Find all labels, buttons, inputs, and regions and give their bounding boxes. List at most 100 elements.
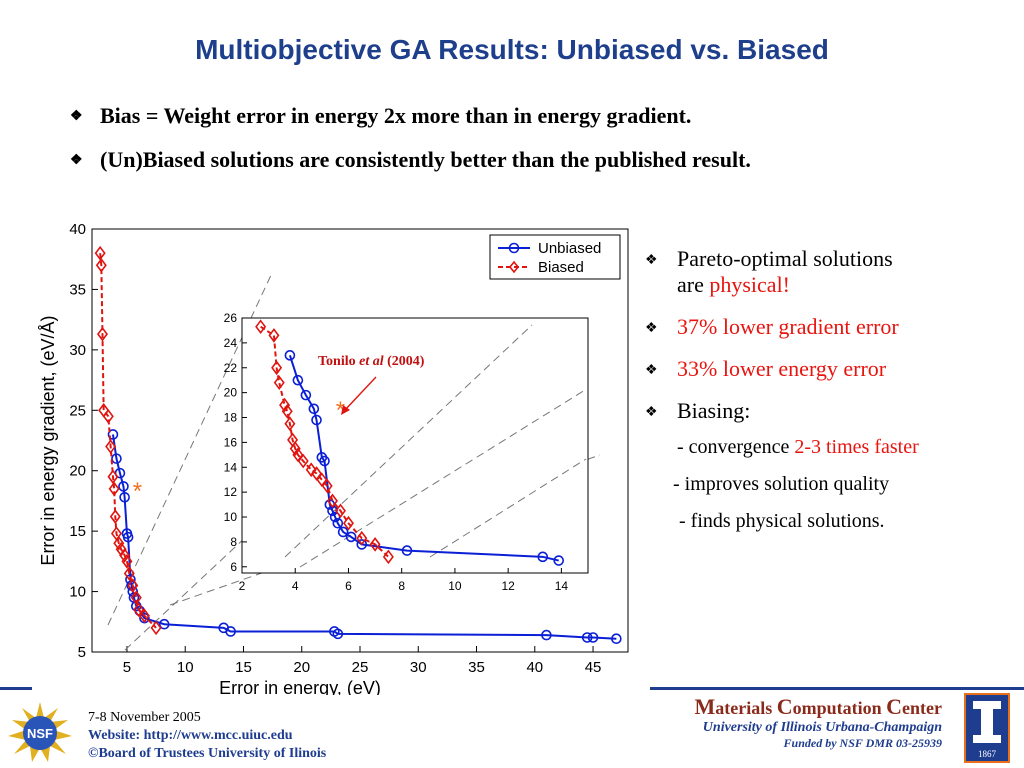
biased-point: [95, 257, 107, 273]
biased-point: [326, 493, 338, 509]
uiuc-name: University of Illinois Urbana-Champaign: [702, 720, 942, 735]
inset-x-tick-label: 8: [398, 579, 405, 593]
inset-y-tick-label: 12: [224, 485, 238, 499]
rp-text-red: physical!: [709, 272, 791, 297]
rp-text: Pareto-optimal solutions: [677, 246, 893, 271]
right-panel: ❖ Pareto-optimal solutions are physical!…: [645, 246, 1015, 533]
biased-series-line: [99, 253, 157, 629]
biased-series-line: [260, 325, 390, 558]
unbiased-point: [337, 526, 349, 538]
biased-point: [268, 328, 280, 343]
bullet-bias: ❖ Bias = Weight error in energy 2x more t…: [70, 103, 1010, 147]
y-tick-label: 10: [69, 584, 86, 601]
diamond-bullet-icon: ❖: [645, 363, 658, 378]
inset-y-tick-label: 8: [230, 535, 237, 549]
inset-y-tick-label: 26: [224, 311, 238, 325]
block-i-icon: 1867: [973, 701, 1001, 759]
mcc-letter: M: [694, 694, 716, 719]
unbiased-point: [118, 481, 129, 492]
inset-y-tick-label: 16: [224, 435, 238, 449]
y-tick-label: 35: [69, 281, 86, 298]
biased-point: [130, 590, 142, 605]
biased-point: [96, 326, 108, 342]
footer-copyright: ©Board of Trustees University of Ilinois: [88, 746, 327, 761]
legend-box: [489, 234, 621, 280]
inset-y-tick-label: 24: [224, 336, 238, 350]
y-tick-label: 25: [69, 402, 86, 419]
footer-date: 7-8 November 2005: [88, 710, 201, 725]
unbiased-point: [308, 403, 320, 415]
inset-y-tick-label: 20: [224, 386, 238, 400]
unbiased-point: [611, 633, 622, 645]
rp-item-energy: ❖ 33% lower energy error: [645, 356, 1015, 382]
inset-guide-line: [429, 458, 587, 558]
biased-point: [119, 547, 131, 563]
biased-point: [279, 397, 291, 413]
rp-text-red: 33% lower energy error: [677, 356, 887, 381]
unbiased-point: [553, 555, 565, 566]
legend-biased-marker: [508, 260, 520, 274]
unbiased-point: [537, 551, 549, 563]
unbiased-point: [319, 455, 330, 467]
rp-item-gradient: ❖ 37% lower gradient error: [645, 314, 1015, 340]
inset-x-tick-label: 14: [555, 579, 569, 593]
annotation-arrow: [344, 376, 377, 411]
top-bullets: ❖ Bias = Weight error in energy 2x more t…: [70, 103, 1010, 191]
legend-biased-label: Biased: [538, 259, 584, 276]
diamond-bullet-icon: ❖: [645, 253, 658, 268]
rp-sub-quality: - improves solution quality: [673, 473, 890, 495]
unbiased-point: [345, 531, 357, 543]
bullet-better: ❖ (Un)Biased solutions are consistently b…: [70, 147, 1010, 191]
biased-point: [108, 481, 120, 497]
nsf-logo-text: NSF: [27, 726, 53, 741]
x-tick-label: 35: [468, 659, 485, 676]
biased-point: [127, 578, 139, 593]
inset-guide-line: [299, 389, 586, 568]
y-tick-label: 5: [78, 644, 86, 661]
footer-right: Materials Computation Center University …: [694, 694, 942, 751]
y-tick-label: 20: [69, 463, 86, 480]
unbiased-point: [300, 389, 312, 401]
mcc-letter: C: [886, 694, 903, 719]
inset-annotation-label: Tonilo et al (2004): [318, 354, 425, 369]
unbiased-point: [125, 574, 136, 585]
seal-year: 1867: [978, 749, 997, 759]
annotation-part: (2004): [384, 354, 425, 369]
annotation-part: Tonilo: [318, 354, 359, 369]
pareto-chart: 5 10 15 20 25 30 35 40 45 5 10 15 20 25 30 35 40 Error in…: [38, 221, 629, 695]
unbiased-point: [119, 492, 130, 503]
unbiased-point: [401, 545, 413, 556]
inset-y-tick-label: 14: [224, 460, 238, 474]
biased-point: [289, 441, 301, 456]
x-axis-label: Error in energy, (eV): [219, 678, 381, 695]
x-tick-label: 25: [352, 659, 369, 676]
biased-point: [94, 245, 106, 261]
inset-x-tick-label: 6: [345, 579, 352, 593]
unbiased-point: [107, 429, 119, 440]
unbiased-point: [332, 628, 344, 640]
unbiased-point: [225, 626, 236, 637]
mcc-letter: C: [776, 694, 793, 719]
biased-point: [150, 620, 162, 636]
biased-point: [133, 602, 145, 618]
inset-y-tick-label: 10: [224, 510, 238, 524]
biased-point: [109, 509, 121, 524]
biased-point: [382, 549, 394, 565]
rp-item-biasing: ❖ Biasing:: [645, 398, 1015, 424]
unbiased-point: [311, 414, 322, 426]
rp-text: are: [677, 272, 710, 297]
annotation-part: et al: [359, 354, 384, 369]
unbiased-point: [158, 618, 170, 630]
y-tick-label: 30: [69, 342, 86, 359]
legend-unbiased-marker: [508, 242, 520, 254]
bullet-text: Bias = Weight error in energy 2x more th…: [100, 103, 692, 128]
published-result-marker: *: [133, 478, 142, 505]
unbiased-point: [587, 632, 599, 643]
university-seal-logo: 1867: [964, 693, 1010, 763]
biased-point: [102, 408, 114, 424]
biased-point: [305, 462, 317, 478]
inset-x-tick-label: 2: [239, 579, 246, 593]
unbiased-point: [332, 517, 344, 529]
diamond-bullet-icon: ❖: [645, 321, 658, 336]
mcc-word: omputation: [792, 698, 887, 718]
